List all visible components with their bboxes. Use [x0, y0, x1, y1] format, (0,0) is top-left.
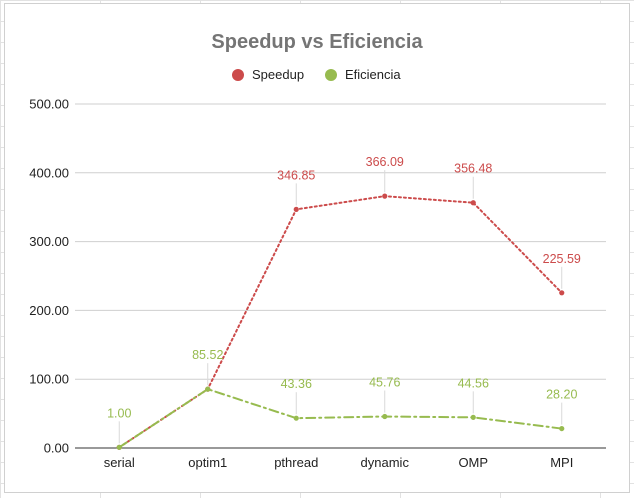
data-label: 225.59 [543, 252, 581, 266]
legend[interactable]: Speedup Eficiencia [232, 67, 401, 82]
data-label: 1.00 [107, 406, 131, 420]
legend-label-eficiencia: Eficiencia [345, 67, 401, 82]
series-layer: 346.85 366.09 356.48 225.59 1.00 85.52 43.36 45… [107, 155, 581, 450]
data-label: 366.09 [366, 155, 404, 169]
data-label: 28.20 [546, 388, 577, 402]
data-label: 85.52 [192, 348, 223, 362]
data-point[interactable] [470, 200, 476, 206]
data-point[interactable] [470, 414, 476, 420]
x-tick-label: dynamic [361, 455, 410, 470]
y-tick-label: 200.00 [29, 303, 69, 318]
data-point[interactable] [293, 415, 299, 421]
series-line [118, 388, 563, 449]
x-tick-label: OMP [458, 455, 488, 470]
data-label: 45.76 [369, 376, 400, 390]
y-axis-tick-labels: 0.00 100.00 200.00 300.00 400.00 500.00 [29, 97, 69, 456]
legend-marker-eficiencia [325, 69, 337, 81]
y-tick-label: 0.00 [44, 441, 69, 456]
data-point[interactable] [205, 386, 211, 392]
data-label: 44.56 [458, 376, 489, 390]
data-point[interactable] [116, 444, 122, 450]
data-point[interactable] [382, 193, 388, 199]
data-point[interactable] [382, 413, 388, 420]
y-tick-label: 500.00 [29, 97, 69, 112]
chart-container[interactable] [4, 3, 630, 493]
data-point[interactable] [293, 206, 299, 212]
series-line [118, 195, 563, 449]
x-axis-tick-labels: serial optim1 pthread dynamic OMP MPI [104, 455, 574, 470]
data-label: 43.36 [281, 377, 312, 391]
y-gridlines [75, 103, 606, 449]
x-tick-label: MPI [550, 455, 573, 470]
y-tick-label: 300.00 [29, 234, 69, 249]
series-eficiencia: 1.00 85.52 43.36 45.76 44.56 28.20 [107, 348, 577, 450]
x-tick-label: optim1 [188, 455, 227, 470]
data-label: 356.48 [454, 162, 492, 176]
y-tick-label: 100.00 [29, 372, 69, 387]
y-tick-label: 400.00 [29, 165, 69, 180]
series-speedup: 346.85 366.09 356.48 225.59 [116, 155, 581, 450]
data-point[interactable] [559, 425, 565, 432]
x-tick-label: serial [104, 455, 135, 470]
data-label: 346.85 [277, 168, 315, 182]
chart-title: Speedup vs Eficiencia [211, 31, 423, 53]
data-point[interactable] [559, 290, 565, 296]
x-tick-label: pthread [274, 455, 318, 470]
legend-label-speedup: Speedup [252, 67, 304, 82]
legend-marker-speedup [232, 69, 244, 81]
